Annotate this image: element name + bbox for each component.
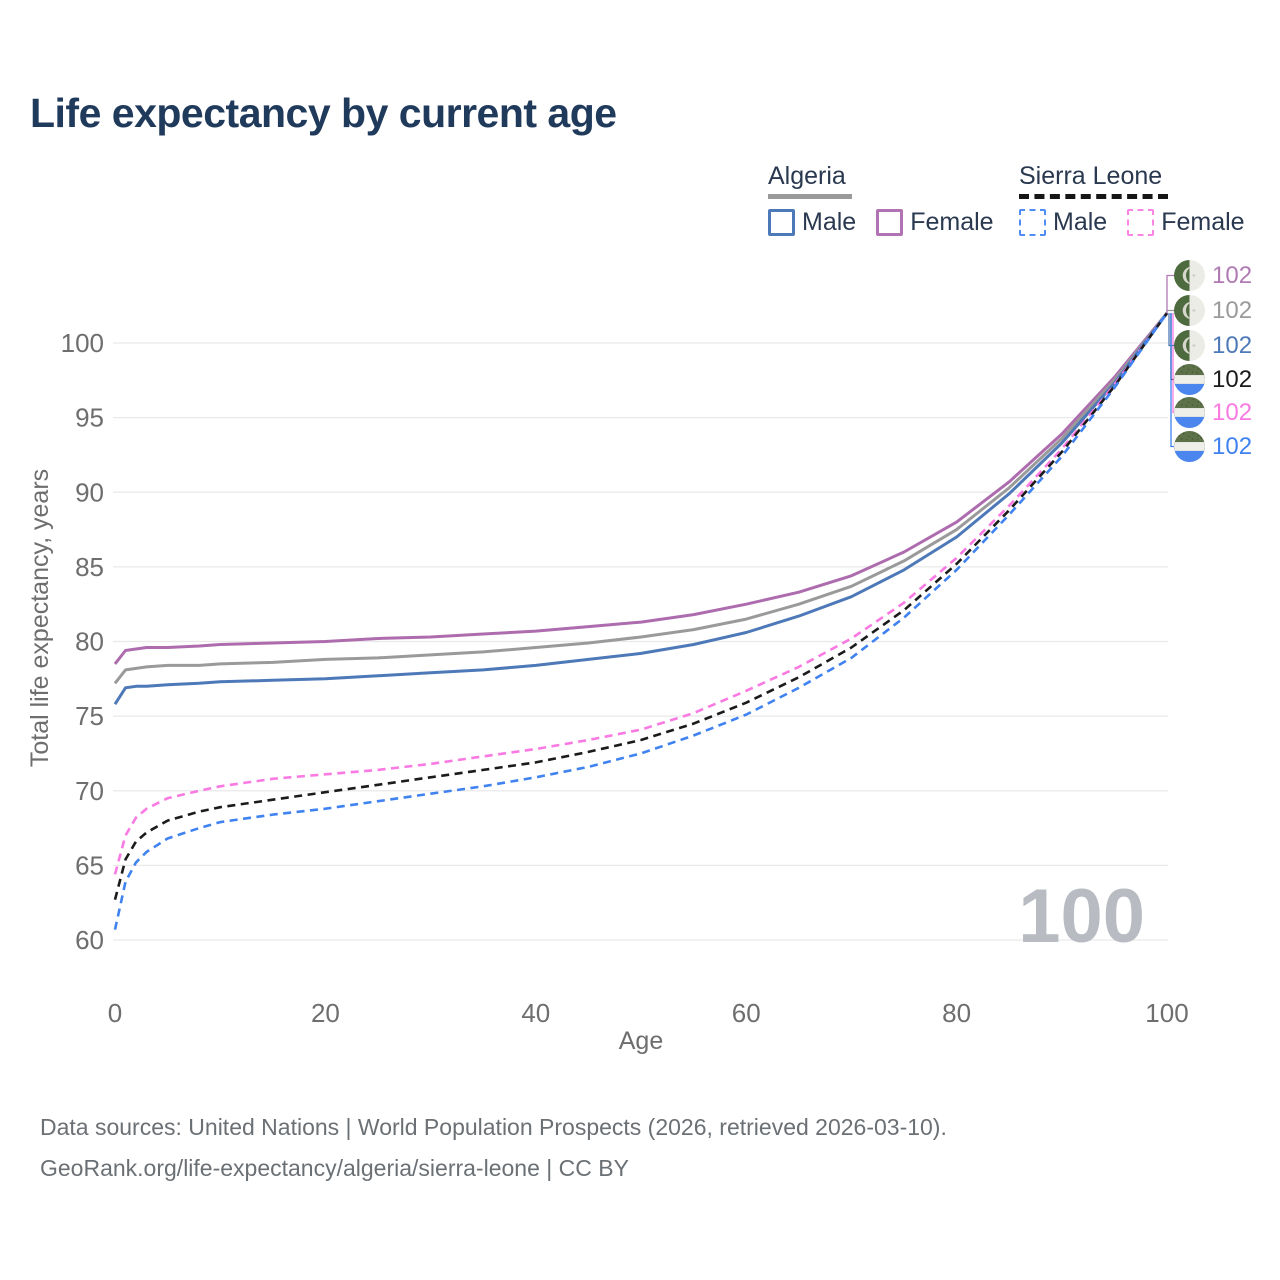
y-tick-label: 70 xyxy=(75,776,104,806)
algeria-flag-icon xyxy=(1174,260,1205,291)
end-value: 102 xyxy=(1212,398,1253,426)
legend-group-algeria: Algeria Male Female xyxy=(768,162,994,237)
end-label-algeria-female: 102 xyxy=(1174,259,1252,292)
legend-heading-algeria: Algeria xyxy=(768,162,852,199)
series-line-algeria-female[interactable] xyxy=(113,312,1169,665)
end-value: 102 xyxy=(1212,261,1253,289)
y-tick-label: 90 xyxy=(75,477,104,507)
y-tick-label: 95 xyxy=(75,403,104,433)
sierra-leone-flag-icon xyxy=(1174,397,1205,428)
series-line-algeria-all[interactable] xyxy=(113,312,1169,685)
end-value: 102 xyxy=(1212,331,1253,359)
series-line-sierra-leone-male[interactable] xyxy=(113,312,1169,930)
legend-label-algeria-male[interactable]: Male xyxy=(802,208,857,236)
end-label-algeria-male: 102 xyxy=(1174,329,1252,362)
label-connector xyxy=(1168,313,1176,347)
x-tick-label: 100 xyxy=(1145,998,1188,1028)
y-tick-label: 80 xyxy=(75,627,104,657)
x-tick-label: 40 xyxy=(521,998,550,1028)
x-tick-label: 80 xyxy=(942,998,971,1028)
age-indicator-watermark: 100 xyxy=(1018,874,1145,959)
legend-label-sierra-leone-male[interactable]: Male xyxy=(1053,208,1108,236)
legend-checkbox-algeria-male[interactable] xyxy=(768,209,795,236)
end-label-sierra-leone-all: 102 xyxy=(1174,363,1252,396)
legend-checkbox-sierra-leone-female[interactable] xyxy=(1127,209,1155,236)
x-axis-title: Age xyxy=(619,1027,663,1055)
end-label-algeria-all: 102 xyxy=(1174,294,1252,327)
label-connector xyxy=(1166,274,1176,314)
attribution-line: GeoRank.org/life-expectancy/algeria/sier… xyxy=(40,1155,629,1181)
end-label-sierra-leone-male: 102 xyxy=(1174,430,1252,463)
legend-label-sierra-leone-female[interactable]: Female xyxy=(1161,208,1245,236)
y-tick-label: 100 xyxy=(61,328,104,358)
y-tick-label: 75 xyxy=(75,701,104,731)
legend-checkbox-algeria-female[interactable] xyxy=(876,209,904,236)
footer: Data sources: United Nations | World Pop… xyxy=(40,1107,947,1189)
x-tick-label: 20 xyxy=(311,998,340,1028)
page-title: Life expectancy by current age xyxy=(30,90,617,136)
y-axis-title: Total life expectancy, years xyxy=(26,469,54,767)
legend-label-algeria-female[interactable]: Female xyxy=(910,208,994,236)
legend-checkbox-sierra-leone-male[interactable] xyxy=(1019,209,1046,236)
y-tick-label: 85 xyxy=(75,552,104,582)
algeria-flag-icon xyxy=(1174,330,1205,361)
x-tick-label: 0 xyxy=(108,998,122,1028)
legend-heading-sierra-leone: Sierra Leone xyxy=(1019,162,1169,199)
legend-group-sierra-leone: Sierra Leone Male Female xyxy=(1019,162,1245,237)
x-tick-label: 60 xyxy=(732,998,761,1028)
sierra-leone-flag-icon xyxy=(1174,364,1205,395)
y-tick-label: 65 xyxy=(75,850,104,880)
series-line-algeria-male[interactable] xyxy=(113,312,1169,706)
sierra-leone-flag-icon xyxy=(1174,431,1205,462)
end-value: 102 xyxy=(1212,365,1253,393)
series-line-sierra-leone-female[interactable] xyxy=(113,312,1169,875)
algeria-flag-icon xyxy=(1174,295,1205,326)
end-value: 102 xyxy=(1212,296,1253,324)
end-label-sierra-leone-female: 102 xyxy=(1174,396,1252,429)
series-line-sierra-leone-all[interactable] xyxy=(113,312,1169,901)
data-sources-line: Data sources: United Nations | World Pop… xyxy=(40,1114,947,1140)
y-tick-label: 60 xyxy=(75,925,104,955)
end-value: 102 xyxy=(1212,432,1253,460)
